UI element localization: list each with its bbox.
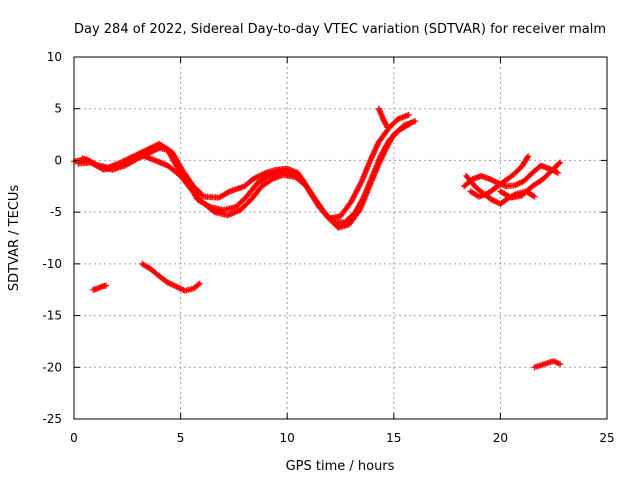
data-point (195, 281, 202, 288)
y-tick-label: 0 (54, 153, 62, 167)
y-axis-ticks: -25 -20 -15 -10 -5 0 5 10 (42, 50, 607, 426)
data-point (199, 192, 206, 199)
y-tick-label: -10 (42, 257, 62, 271)
series-track-9 (497, 159, 564, 201)
y-tick-label: 5 (54, 102, 62, 116)
data-point (554, 169, 561, 176)
y-tick-label: -15 (42, 309, 62, 323)
chart-title: Day 284 of 2022, Sidereal Day-to-day VTE… (74, 22, 606, 37)
series-track-4 (139, 260, 203, 294)
data-point (557, 159, 564, 166)
y-tick-label: 10 (47, 50, 62, 64)
series-track-8 (467, 153, 532, 200)
y-tick-label: -20 (42, 360, 62, 374)
data-point (225, 189, 232, 196)
x-tick-label: 20 (493, 431, 508, 445)
y-tick-label: -25 (42, 412, 62, 426)
data-point (263, 173, 270, 180)
data-point (557, 361, 564, 368)
x-tick-label: 0 (70, 431, 78, 445)
data-point (524, 154, 531, 161)
x-tick-label: 25 (599, 431, 614, 445)
plot-frame (73, 56, 608, 420)
x-axis-ticks: 0 5 10 15 20 25 (70, 57, 615, 445)
x-axis-label: GPS time / hours (286, 459, 395, 474)
data-point (384, 124, 391, 131)
data-point (405, 111, 412, 118)
data-point (196, 280, 203, 287)
data-point (531, 193, 538, 200)
series-track-5 (90, 282, 109, 293)
y-axis-label: SDTVAR / TECUs (7, 185, 22, 292)
data-point (556, 160, 563, 167)
data-point (412, 118, 419, 125)
data-points (71, 105, 564, 371)
x-tick-label: 5 (177, 431, 185, 445)
series-track-3 (79, 111, 412, 222)
series-track-10 (531, 358, 564, 371)
x-tick-label: 10 (280, 431, 295, 445)
x-tick-label: 15 (386, 431, 401, 445)
data-point (102, 282, 109, 289)
y-tick-label: -5 (50, 205, 62, 219)
data-point (525, 153, 532, 160)
series-track-11 (375, 105, 391, 131)
